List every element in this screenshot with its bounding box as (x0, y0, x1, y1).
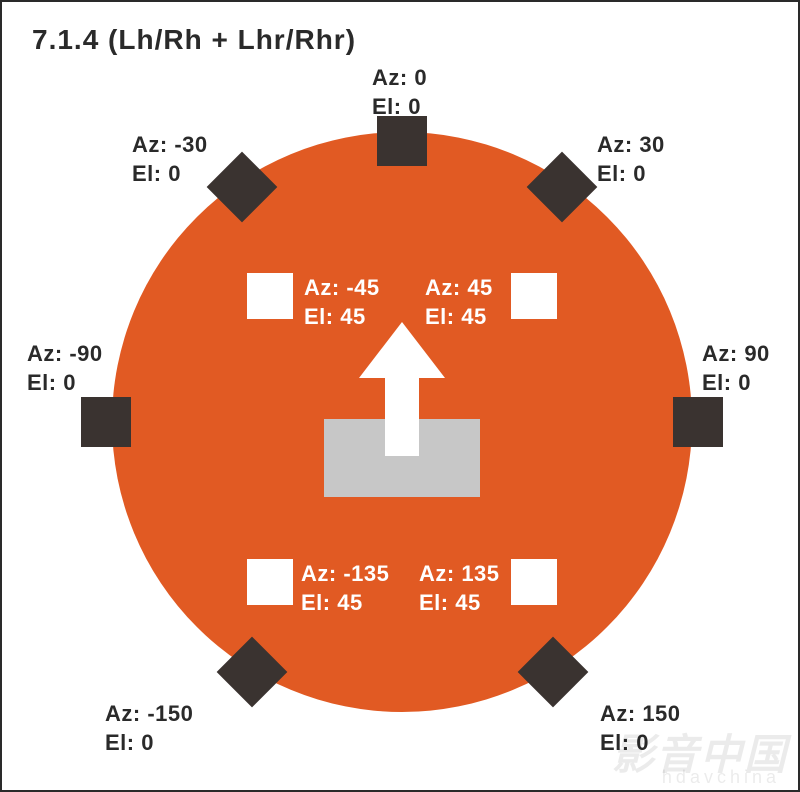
direction-arrow (359, 322, 445, 456)
speaker-label-height-rl: Az: -135El: 45 (301, 560, 389, 617)
speaker-height-fl (247, 273, 293, 319)
speaker-label-right: Az: 90El: 0 (702, 340, 770, 397)
diagram-title: 7.1.4 (Lh/Rh + Lhr/Rhr) (32, 24, 356, 56)
speaker-label-front-right: Az: 30El: 0 (597, 131, 665, 188)
speaker-label-height-fl: Az: -45El: 45 (304, 274, 380, 331)
speaker-label-front-left: Az: -30El: 0 (132, 131, 208, 188)
speaker-label-center: Az: 0El: 0 (372, 64, 427, 121)
speaker-height-rr (511, 559, 557, 605)
watermark-sub: hdavchina (662, 767, 780, 788)
speaker-height-rl (247, 559, 293, 605)
arrow-stem (385, 378, 419, 456)
speaker-left (81, 397, 131, 447)
diagram-frame: 7.1.4 (Lh/Rh + Lhr/Rhr) Az: 0El: 0 Az: 30… (0, 0, 800, 792)
speaker-label-height-rr: Az: 135El: 45 (419, 560, 500, 617)
speaker-label-rear-left: Az: -150El: 0 (105, 700, 193, 757)
speaker-label-left: Az: -90El: 0 (27, 340, 103, 397)
speaker-label-height-fr: Az: 45El: 45 (425, 274, 493, 331)
speaker-center (377, 116, 427, 166)
speaker-height-fr (511, 273, 557, 319)
speaker-right (673, 397, 723, 447)
